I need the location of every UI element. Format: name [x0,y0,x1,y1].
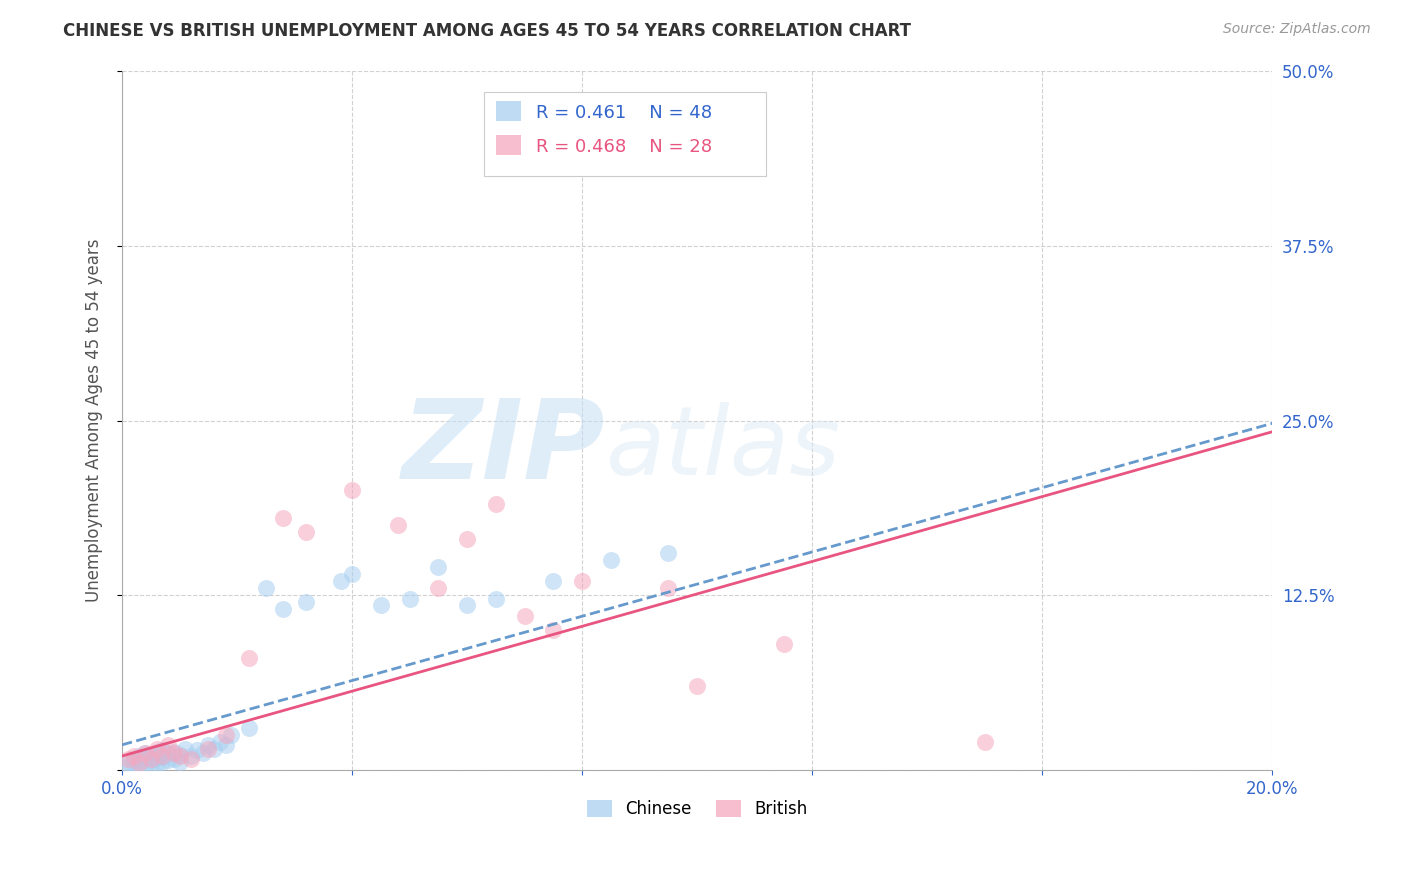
Point [238,721,260,735]
Point [271,511,294,525]
Point [180,749,202,764]
Point [973,735,995,749]
Point [150,755,173,769]
Point [221,728,243,742]
Point [139,753,162,767]
Point [485,497,508,511]
Point [150,749,173,764]
Point [427,581,450,595]
FancyBboxPatch shape [496,102,522,121]
Point [139,752,162,766]
Point [128,759,150,773]
Point [329,574,352,589]
Point [145,756,167,770]
Point [169,755,191,769]
Point [128,756,150,770]
Point [180,752,202,766]
Text: CHINESE VS BRITISH UNEMPLOYMENT AMONG AGES 45 TO 54 YEARS CORRELATION CHART: CHINESE VS BRITISH UNEMPLOYMENT AMONG AG… [63,22,911,40]
Point [122,749,145,764]
Point [145,742,167,756]
Point [295,525,318,540]
Point [150,750,173,764]
Point [427,560,450,574]
Point [772,637,794,651]
Y-axis label: Unemployment Among Ages 45 to 54 years: Unemployment Among Ages 45 to 54 years [86,239,103,602]
Point [139,747,162,762]
Point [150,743,173,757]
Point [197,738,219,752]
FancyBboxPatch shape [496,135,522,155]
Legend: Chinese, British: Chinese, British [579,793,814,824]
Point [600,553,623,567]
Point [456,598,478,612]
Point [134,746,156,760]
Point [169,747,191,762]
FancyBboxPatch shape [485,92,766,176]
Point [163,752,186,766]
Point [513,609,536,624]
Point [657,581,679,595]
Point [145,750,167,764]
Point [387,518,409,533]
Point [202,742,225,756]
Point [340,483,363,498]
Point [208,735,231,749]
Point [686,679,709,693]
Point [398,592,420,607]
Point [134,756,156,770]
Point [139,757,162,772]
Point [485,592,508,607]
Text: atlas: atlas [605,402,841,495]
Point [117,755,139,769]
Point [214,738,236,752]
Point [169,749,191,764]
Point [238,651,260,665]
Point [271,602,294,616]
Point [197,742,219,756]
Point [163,745,186,759]
Point [128,749,150,764]
Point [134,746,156,760]
Point [157,753,180,767]
Text: Source: ZipAtlas.com: Source: ZipAtlas.com [1223,22,1371,37]
Point [340,567,363,582]
Point [456,533,478,547]
Point [122,757,145,772]
Point [134,752,156,766]
Point [145,745,167,759]
Point [117,752,139,766]
Point [254,581,277,595]
Point [174,742,197,756]
Point [295,595,318,609]
Point [657,546,679,560]
Point [117,759,139,773]
Point [543,624,565,638]
Text: ZIP: ZIP [402,395,605,502]
Text: R = 0.461    N = 48: R = 0.461 N = 48 [536,104,713,122]
Point [571,574,593,589]
Point [191,746,214,760]
Point [186,743,208,757]
Point [122,752,145,766]
Point [157,738,180,752]
Text: R = 0.468    N = 28: R = 0.468 N = 28 [536,137,713,155]
Point [370,598,392,612]
Point [163,746,186,760]
Point [128,753,150,767]
Point [543,574,565,589]
Point [157,746,180,760]
Point [214,728,236,742]
